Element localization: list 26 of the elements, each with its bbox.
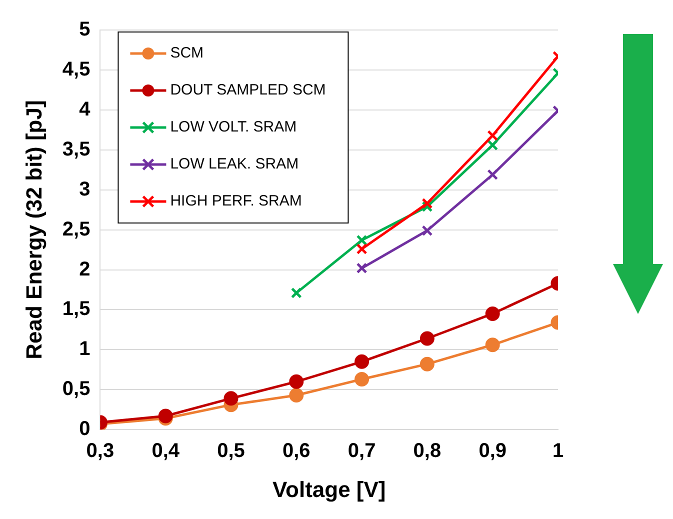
y-tick-label: 0,5 — [62, 378, 90, 400]
y-tick-label: 4 — [79, 98, 92, 120]
y-tick-label: 5 — [79, 18, 90, 41]
y-tick-label: 1,5 — [62, 298, 90, 320]
legend-label: HIGH PERF. SRAM — [170, 192, 302, 210]
legend-label: LOW LEAK. SRAM — [170, 156, 299, 173]
legend-label: SCM — [170, 44, 204, 62]
x-tick-label: 0,4 — [152, 440, 180, 462]
x-tick-label: 0,7 — [348, 440, 376, 462]
y-tick-label: 2 — [79, 258, 90, 280]
x-tick-label: 0,5 — [217, 440, 245, 462]
y-tick-label: 1 — [79, 338, 90, 360]
x-tick-label: 0,9 — [478, 440, 507, 462]
x-tick-label: 0,8 — [413, 440, 442, 462]
y-tick-label: 3 — [79, 178, 90, 200]
x-tick-label: 0,6 — [282, 440, 310, 462]
y-tick-label: 3,5 — [62, 138, 90, 160]
legend-label: DOUT SAMPLED SCM — [170, 82, 326, 99]
y-axis-title: Read Energy (32 bit) [pJ] — [21, 100, 46, 360]
y-tick-label: 2,5 — [62, 218, 90, 240]
x-tick-label: 0,3 — [86, 440, 114, 462]
legend-label: LOW VOLT. SRAM — [170, 118, 297, 136]
y-tick-label: 4,5 — [62, 58, 90, 80]
x-axis-title: Voltage [V] — [272, 476, 386, 502]
y-tick-label: 0 — [79, 418, 90, 440]
x-tick-label: 1 — [552, 440, 564, 462]
